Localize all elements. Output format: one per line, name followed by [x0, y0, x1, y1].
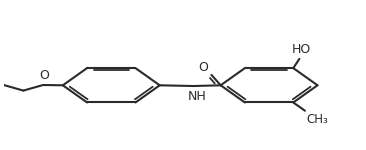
Text: O: O — [39, 69, 49, 82]
Text: NH: NH — [188, 90, 207, 103]
Text: CH₃: CH₃ — [307, 113, 329, 126]
Text: HO: HO — [291, 43, 311, 56]
Text: O: O — [199, 61, 209, 74]
